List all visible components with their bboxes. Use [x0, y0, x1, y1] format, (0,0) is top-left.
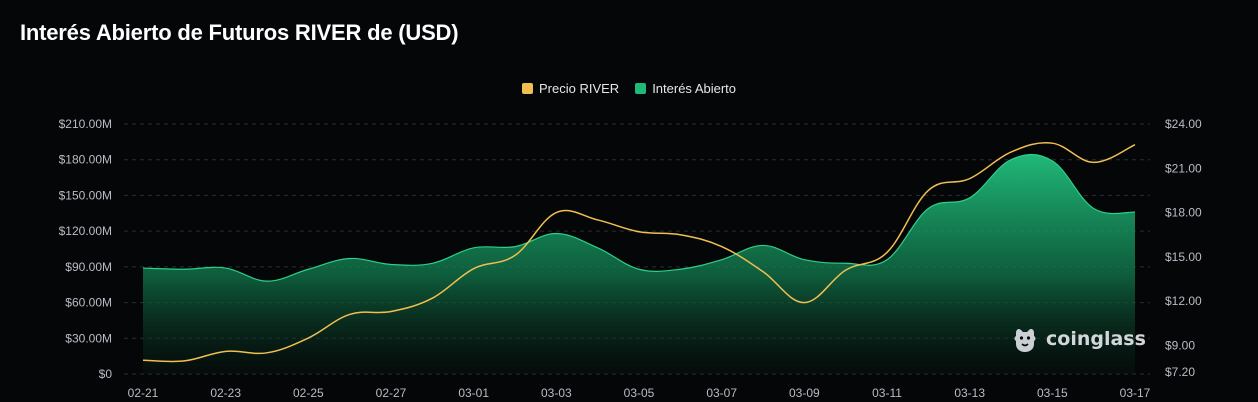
y-left-tick-label: $120.00M	[59, 224, 112, 238]
x-tick-label: 02-25	[293, 386, 324, 400]
legend-item-price[interactable]: Precio RIVER	[521, 81, 620, 96]
coinglass-logo-icon	[1014, 329, 1036, 352]
legend-swatch-price	[521, 83, 533, 94]
y-left-tick-label: $210.00M	[59, 117, 112, 131]
open-interest-line	[142, 153, 1136, 282]
x-tick-label: 03-09	[789, 386, 820, 400]
y-right-tick-label: $18.00	[1165, 206, 1202, 220]
legend-label-price: Precio RIVER	[538, 81, 620, 96]
right-axis: $7.20 $9.00 $12.00 $15.00 $18.00 $21.00 $24.00	[1165, 117, 1202, 379]
x-tick-label: 03-05	[624, 386, 655, 400]
y-right-tick-label: $9.00	[1165, 338, 1195, 352]
y-left-tick-label: $30.00M	[65, 331, 112, 345]
series-layer	[142, 142, 1136, 374]
x-tick-label: 02-21	[128, 386, 159, 400]
x-axis: 02-21 02-23 02-25 02-27 03-01 03-03 03-05 03-07…	[128, 386, 1151, 400]
chart-legend: Precio RIVER Interés Abierto	[0, 81, 1258, 96]
x-tick-label: 03-07	[706, 386, 737, 400]
price-river-line	[142, 142, 1136, 363]
chart-title: Interés Abierto de Futuros RIVER de (USD…	[20, 20, 459, 45]
y-left-tick-label: $90.00M	[65, 260, 112, 274]
y-right-tick-label: $7.20	[1165, 365, 1195, 379]
y-right-tick-label: $24.00	[1165, 117, 1202, 131]
y-right-tick-label: $15.00	[1165, 250, 1202, 264]
y-left-tick-label: $150.00M	[59, 188, 112, 202]
x-tick-label: 03-15	[1037, 386, 1068, 400]
y-left-tick-label: $180.00M	[59, 153, 112, 167]
x-tick-label: 02-23	[210, 386, 241, 400]
left-axis: $0 $30.00M $60.00M $90.00M $120.00M $150.00M $…	[59, 117, 113, 381]
x-tick-label: 03-17	[1120, 386, 1151, 400]
open-interest-area	[143, 154, 1135, 374]
x-tick-label: 03-03	[541, 386, 572, 400]
y-left-tick-label: $60.00M	[65, 296, 112, 310]
x-tick-label: 03-11	[872, 386, 902, 400]
coinglass-watermark: coinglass	[1010, 324, 1146, 354]
x-tick-label: 03-01	[458, 386, 489, 400]
y-right-tick-label: $12.00	[1165, 294, 1202, 308]
legend-swatch-open-interest	[635, 83, 647, 94]
y-right-tick-label: $21.00	[1165, 161, 1202, 175]
y-left-tick-label: $0	[99, 367, 113, 381]
legend-item-open-interest[interactable]: Interés Abierto	[635, 81, 736, 96]
watermark-text: coinglass	[1046, 328, 1146, 350]
legend-label-open-interest: Interés Abierto	[652, 81, 737, 96]
x-tick-label: 03-13	[954, 386, 985, 400]
x-tick-label: 02-27	[376, 386, 407, 400]
